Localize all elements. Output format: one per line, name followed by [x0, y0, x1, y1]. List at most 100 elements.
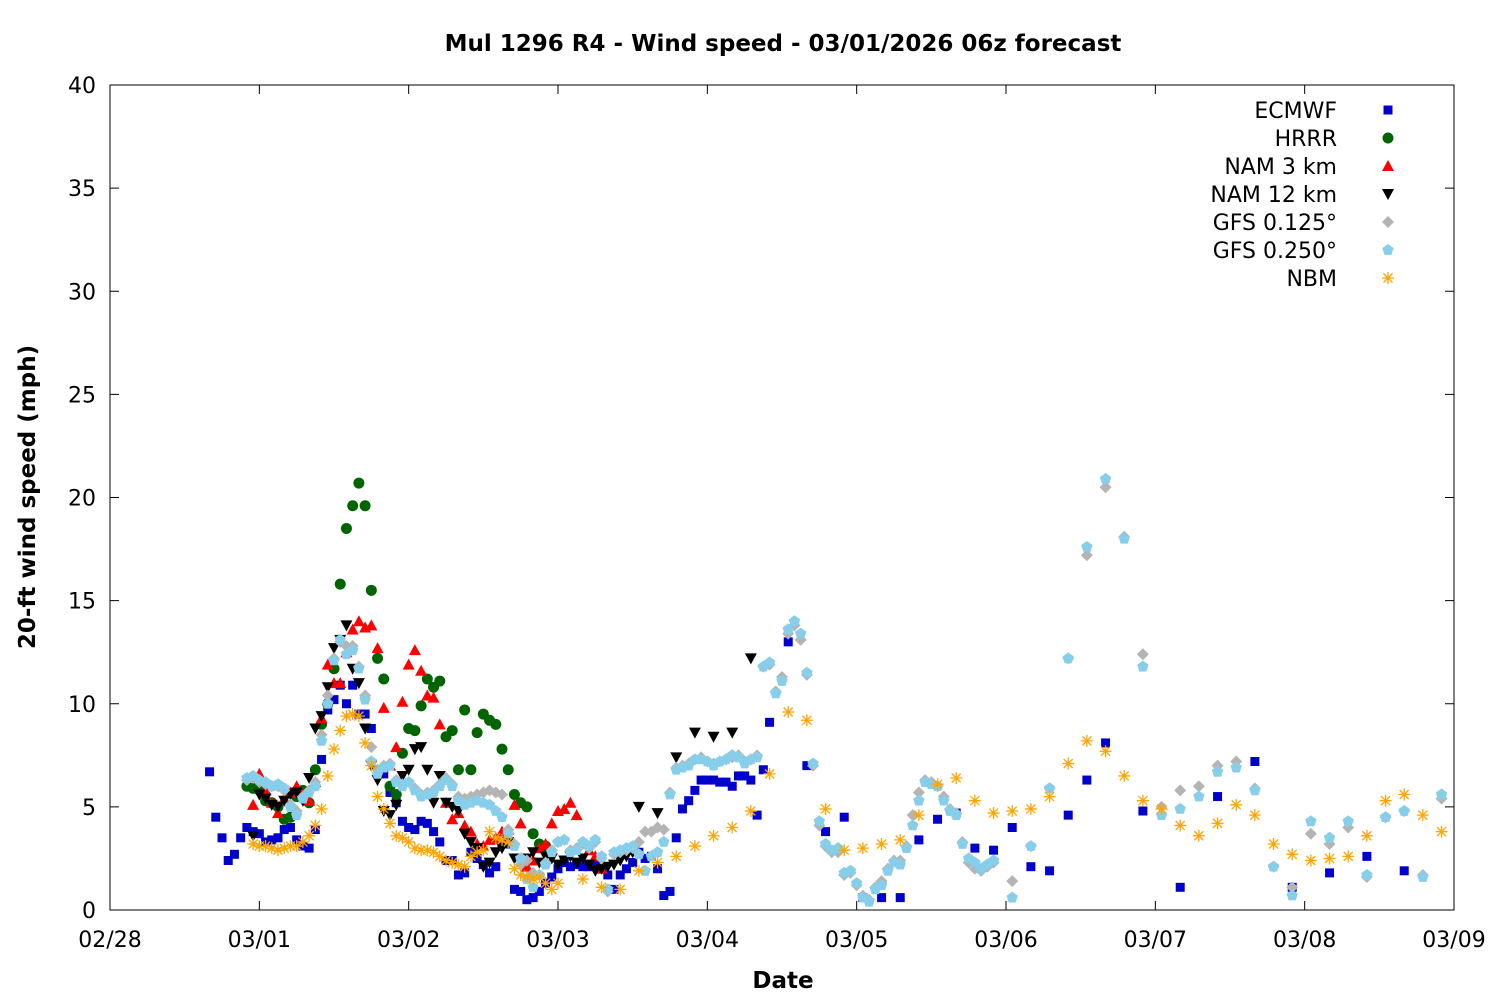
- nbm-point: [253, 840, 266, 853]
- ecmwf-point: [565, 862, 575, 872]
- nam-12-km-point: [576, 853, 589, 865]
- gfs-0-250-point: [782, 623, 794, 635]
- nam-12-km-point: [433, 770, 446, 782]
- hrrr-point: [334, 578, 346, 590]
- ecmwf-point: [1362, 851, 1372, 861]
- y-tick-label: 20: [68, 487, 96, 512]
- nam-3-km-point: [415, 664, 428, 676]
- nbm-point: [950, 772, 963, 784]
- gfs-0-250-point: [1118, 532, 1130, 544]
- nam-3-km-point: [427, 691, 440, 703]
- gfs-0-250-point: [322, 697, 334, 709]
- legend-marker-nam-3-km: [1382, 160, 1394, 171]
- nbm-point: [458, 860, 471, 873]
- gfs-0-250-point: [334, 633, 346, 645]
- nam-12-km-point: [489, 847, 502, 859]
- gfs-0-125-point: [1080, 549, 1093, 562]
- ecmwf-point: [491, 862, 501, 872]
- ecmwf-point: [366, 724, 376, 733]
- gfs-0-250-point: [956, 838, 969, 849]
- nbm-point: [483, 825, 496, 838]
- nam-12-km-point: [527, 847, 540, 859]
- nbm-point: [670, 850, 683, 863]
- hrrr-point: [490, 718, 502, 730]
- gfs-0-250-point: [409, 784, 421, 796]
- nbm-point: [1230, 798, 1243, 811]
- nbm-point: [1398, 788, 1411, 801]
- nam-12-km-point: [614, 855, 627, 867]
- gfs-0-125-point: [657, 823, 670, 836]
- ecmwf-point: [1045, 866, 1055, 876]
- x-tick-label: 03/09: [1422, 928, 1485, 953]
- x-tick-label: 03/02: [377, 928, 440, 953]
- nbm-point: [278, 842, 291, 855]
- nam-12-km-point: [744, 653, 757, 665]
- ecmwf-point: [702, 775, 712, 785]
- nbm-point: [545, 883, 558, 896]
- legend-label: NAM 12 km: [1210, 183, 1337, 208]
- nam-12-km-point: [670, 752, 683, 764]
- nbm-point: [452, 858, 465, 871]
- gfs-0-250-point: [1398, 805, 1410, 816]
- ecmwf-point: [877, 893, 887, 903]
- gfs-0-250-point: [291, 809, 303, 820]
- gfs-0-250-point: [1305, 815, 1317, 827]
- nam-3-km-point: [464, 825, 477, 837]
- gfs-0-250-point: [1286, 889, 1298, 901]
- hrrr-point: [359, 500, 371, 512]
- gfs-0-250-point: [875, 879, 888, 891]
- ecmwf-point: [1175, 882, 1185, 892]
- gfs-0-125-point: [639, 825, 652, 838]
- gfs-0-250-point: [1323, 831, 1336, 843]
- nbm-point: [334, 724, 347, 737]
- hrrr-point: [415, 700, 427, 712]
- legend-label: ECMWF: [1254, 99, 1337, 124]
- ecmwf-point: [783, 637, 793, 647]
- nbm-point: [576, 873, 589, 886]
- nbm-point: [968, 794, 981, 807]
- ecmwf-point: [217, 833, 227, 843]
- nbm-point: [1323, 852, 1336, 865]
- nbm-point: [819, 802, 832, 815]
- plot-border: [109, 84, 1455, 911]
- nbm-point: [321, 769, 334, 782]
- nam-12-km-point: [309, 723, 322, 735]
- hrrr-point: [421, 673, 433, 685]
- gfs-0-250-point: [776, 675, 788, 686]
- nbm-point: [614, 883, 627, 896]
- nam-3-km-point: [564, 796, 577, 808]
- nbm-point: [1192, 829, 1205, 842]
- gfs-0-250-point: [751, 751, 763, 763]
- nbm-point: [520, 871, 533, 883]
- nam-12-km-point: [477, 861, 490, 873]
- legend-label: GFS 0.125°: [1213, 211, 1337, 236]
- nam-3-km-point: [570, 809, 583, 821]
- nbm-point: [359, 736, 372, 749]
- ecmwf-point: [360, 709, 370, 719]
- nbm-point: [894, 833, 907, 846]
- ecmwf-point: [211, 812, 221, 822]
- ecmwf-point: [254, 829, 264, 839]
- gfs-0-250-point: [1137, 660, 1149, 672]
- ecmwf-point: [578, 862, 588, 872]
- data-points: [205, 472, 1448, 907]
- y-tick-label: 35: [68, 177, 96, 202]
- ecmwf-point: [422, 818, 432, 828]
- nbm-point: [502, 835, 515, 848]
- hrrr-point: [309, 764, 321, 776]
- gfs-0-250-point: [801, 666, 813, 678]
- nam-12-km-point: [464, 836, 477, 848]
- nbm-point: [446, 856, 459, 869]
- ecmwf-point: [970, 843, 980, 853]
- ecmwf-point: [727, 781, 737, 791]
- nbm-point: [365, 759, 378, 772]
- ecmwf-point: [453, 870, 463, 880]
- nam-3-km-point: [545, 817, 558, 829]
- gfs-0-250-point: [633, 848, 645, 860]
- nbm-point: [514, 868, 527, 881]
- nam-12-km-point: [440, 797, 452, 809]
- gfs-0-250-point: [1417, 871, 1429, 882]
- ecmwf-point: [933, 814, 943, 824]
- gfs-0-250-point: [763, 656, 776, 668]
- ecmwf-point: [1250, 757, 1260, 766]
